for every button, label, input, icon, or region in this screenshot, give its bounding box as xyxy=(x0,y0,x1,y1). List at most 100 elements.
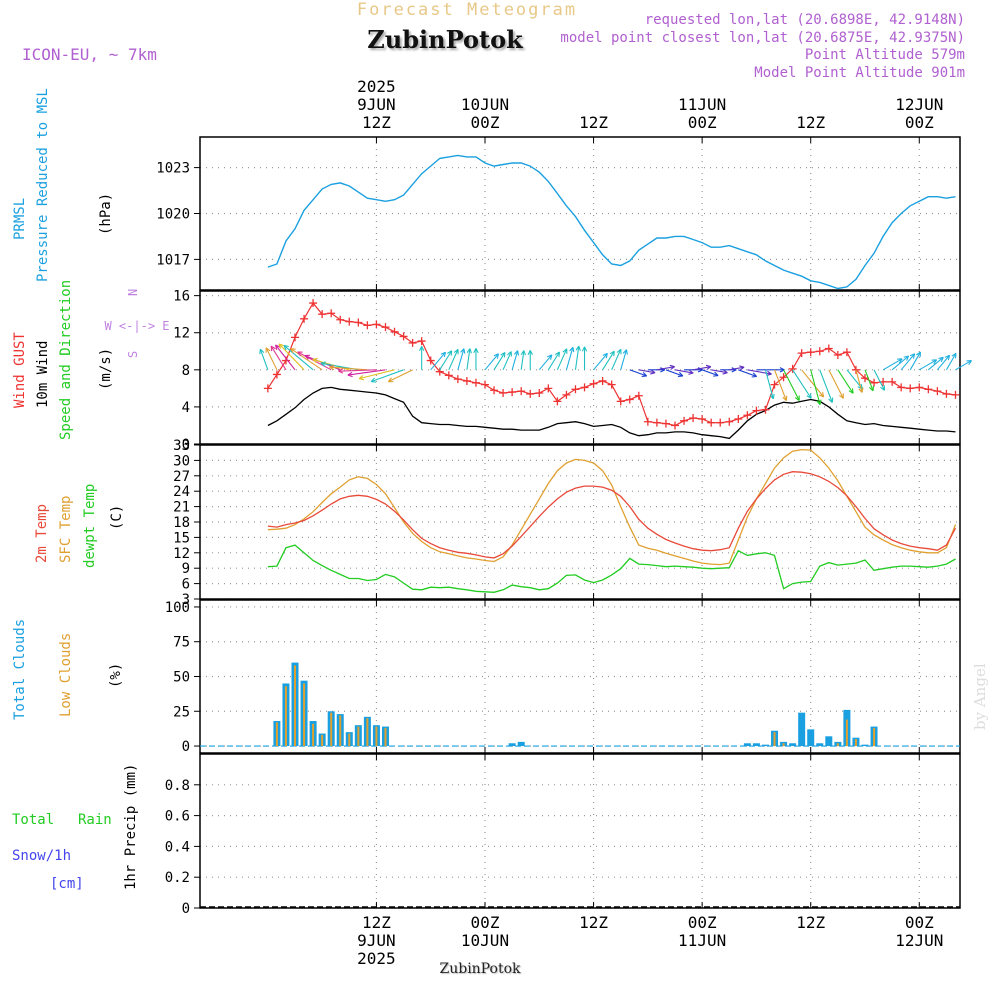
wind-arrow xyxy=(955,360,972,371)
wind-arrow-head xyxy=(297,351,303,357)
wind-arrow xyxy=(927,356,944,371)
low-cloud-bar xyxy=(303,683,306,747)
gust-marker xyxy=(471,378,480,387)
wind-arrow-head xyxy=(460,348,466,354)
time-label-bottom: 12Z xyxy=(579,913,608,932)
time-label-top: 2025 xyxy=(357,77,396,96)
wind-arrow-head xyxy=(259,348,265,355)
wind-arrow xyxy=(259,348,269,371)
wind-arrow-head xyxy=(500,351,506,358)
y-tick-label: 15 xyxy=(173,530,190,546)
low-cloud-bar xyxy=(294,665,296,747)
total-cloud-bar xyxy=(789,743,797,747)
gust-marker xyxy=(426,356,435,365)
total-cloud-bar xyxy=(508,743,516,747)
wind-arrow xyxy=(511,350,519,370)
wind-arrow xyxy=(270,345,287,371)
y-tick-label: 1017 xyxy=(156,252,190,268)
wind-label-unit: (m/s) xyxy=(98,348,114,390)
y-tick-label: 33 xyxy=(173,438,190,454)
gust-marker xyxy=(933,387,942,396)
gust-marker xyxy=(689,414,698,423)
wind-arrow xyxy=(801,369,825,398)
wind-arrow xyxy=(278,343,305,371)
cloud-label-low: Low Clouds xyxy=(58,633,74,717)
wind-arrow-head xyxy=(739,365,745,371)
wind-labels: Wind GUST 10m Wind Speed and Direction (… xyxy=(12,280,170,440)
panel-frame xyxy=(199,599,961,754)
wind-arrow-head xyxy=(347,371,353,378)
gust-marker xyxy=(797,349,806,358)
y-tick-label: 16 xyxy=(173,289,190,305)
panel-wind: 0 4 8 12 16 xyxy=(173,289,961,453)
wind-arrow-head xyxy=(581,346,588,352)
time-label-top: 12Z xyxy=(579,113,608,132)
gust-marker xyxy=(924,385,933,394)
wind-arrow-head xyxy=(688,369,694,375)
wind-arrow xyxy=(692,366,711,371)
wind-arrow-head xyxy=(338,368,344,374)
gust-marker xyxy=(399,332,408,341)
wind-arrow xyxy=(338,369,377,372)
y-tick-label: 100 xyxy=(165,600,190,616)
wind-arrow xyxy=(819,369,833,403)
total-cloud-bar xyxy=(517,741,525,747)
compass-n: N xyxy=(126,289,140,296)
wind-arrow xyxy=(701,369,719,377)
y-tick-label: 0 xyxy=(182,739,190,755)
total-cloud-bar xyxy=(798,712,806,747)
y-tick-label: 0 xyxy=(182,437,190,453)
time-label-bottom: 12Z xyxy=(796,913,825,932)
wind-arrow xyxy=(864,369,874,392)
wind-arrow-head xyxy=(931,359,938,365)
y-tick-label: 24 xyxy=(173,484,190,500)
wind-arrow xyxy=(448,349,459,371)
subtitle: Forecast Meteogram xyxy=(357,0,577,20)
precip-label-snow: Snow/1h xyxy=(12,848,71,864)
wind-arrow-head xyxy=(602,352,608,359)
wind-arrow-head xyxy=(966,360,972,366)
wind-arrow-head xyxy=(816,399,822,405)
wind-arrow-head xyxy=(869,385,875,392)
y-tick-label: 0.2 xyxy=(165,870,190,886)
gust-marker xyxy=(372,320,381,329)
gust-marker xyxy=(616,397,625,406)
wind-arrow xyxy=(909,351,921,371)
precip-label-rain: Rain xyxy=(78,812,112,828)
time-label-bottom: 12Z xyxy=(362,913,391,932)
wind-arrow-head xyxy=(751,372,758,378)
temp-labels: 2m Temp SFC Temp dewpt Temp (C) xyxy=(34,484,125,568)
gust-marker xyxy=(671,421,679,430)
gust-marker xyxy=(318,310,327,319)
gust-marker xyxy=(824,344,833,353)
wind-arrow xyxy=(738,369,757,378)
gust-marker xyxy=(444,371,453,380)
compass-s: S xyxy=(126,351,140,358)
wind-arrow xyxy=(711,369,728,374)
gust-marker xyxy=(499,389,508,397)
gust-marker xyxy=(381,323,390,332)
y-tick-label: 1020 xyxy=(156,207,190,223)
gust-marker xyxy=(291,333,299,342)
gust-marker xyxy=(571,385,580,394)
wind-arrow-head xyxy=(370,377,377,383)
wind-arrow-head xyxy=(513,350,520,356)
wind-arrow-head xyxy=(453,348,459,355)
y-tick-label: 75 xyxy=(173,635,190,651)
total-cloud-bar xyxy=(816,743,824,747)
total-cloud-bar xyxy=(743,743,751,747)
wind-arrow xyxy=(265,347,278,371)
gust-marker xyxy=(272,370,281,379)
wind-arrow-head xyxy=(858,387,864,393)
wind-arrow-head xyxy=(507,351,512,357)
wind-arrow xyxy=(638,369,656,374)
wind-arrow xyxy=(290,348,323,371)
gust-marker xyxy=(598,376,607,385)
total-cloud-bar xyxy=(752,743,760,747)
wind-arrow xyxy=(891,355,909,371)
temp-label-sfc: SFC Temp xyxy=(58,496,74,563)
low-cloud-bar xyxy=(773,732,776,747)
gust-marker xyxy=(490,386,499,395)
total-cloud-bar xyxy=(861,744,869,747)
